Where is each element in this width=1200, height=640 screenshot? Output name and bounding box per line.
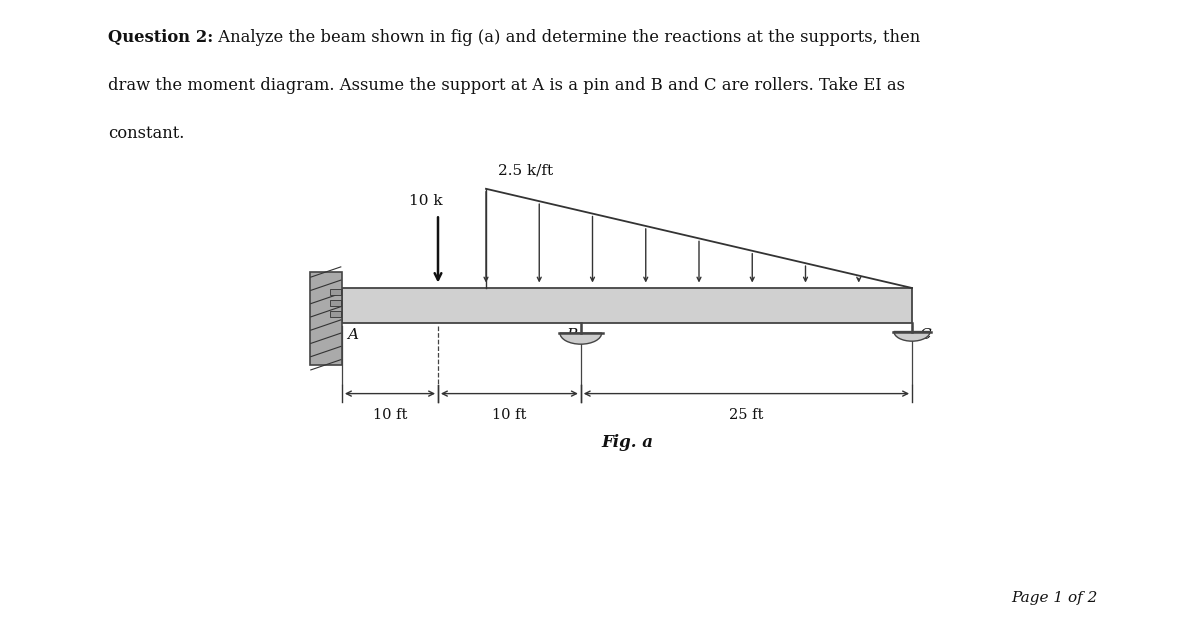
Text: A: A — [347, 328, 358, 342]
Text: 10 ft: 10 ft — [492, 408, 527, 422]
Text: constant.: constant. — [108, 125, 185, 142]
Text: C: C — [919, 328, 931, 342]
Bar — [330, 311, 341, 317]
Text: Question 2:: Question 2: — [108, 29, 214, 46]
Wedge shape — [894, 332, 930, 341]
Text: 25 ft: 25 ft — [730, 408, 763, 422]
Text: Fig. a: Fig. a — [601, 434, 653, 451]
Text: 10 k: 10 k — [409, 194, 443, 208]
Bar — [330, 289, 341, 295]
Text: B: B — [566, 328, 577, 342]
Text: draw the moment diagram. Assume the support at A is a pin and B and C are roller: draw the moment diagram. Assume the supp… — [108, 77, 905, 94]
Text: Page 1 of 2: Page 1 of 2 — [1012, 591, 1098, 605]
Text: 2.5 k/ft: 2.5 k/ft — [498, 163, 553, 177]
Text: Analyze the beam shown in fig (a) and determine the reactions at the supports, t: Analyze the beam shown in fig (a) and de… — [214, 29, 920, 46]
Bar — [310, 272, 342, 365]
Text: 10 ft: 10 ft — [373, 408, 407, 422]
Bar — [342, 288, 912, 323]
Bar — [330, 300, 341, 306]
Wedge shape — [560, 333, 601, 344]
